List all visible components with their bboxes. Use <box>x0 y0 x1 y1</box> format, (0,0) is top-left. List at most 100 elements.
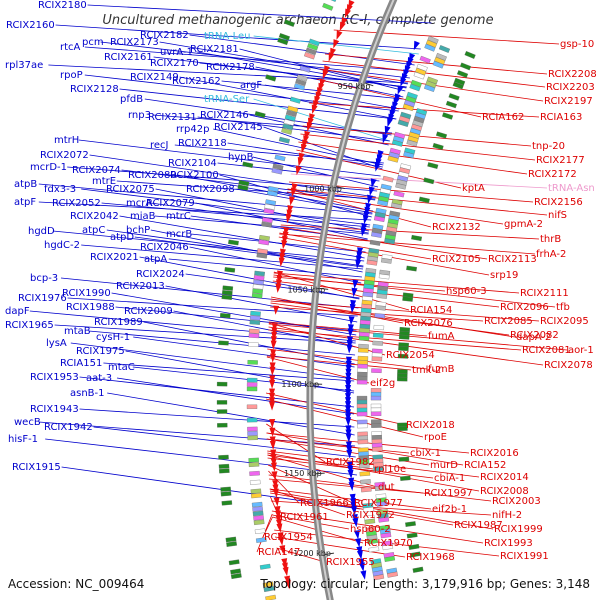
forward-gene-label: cysH-1 <box>96 332 130 343</box>
genome-backbone <box>306 0 398 600</box>
forward-gene-label: mtrH <box>54 135 79 146</box>
forward-gene-label: RCIX2161 <box>104 52 153 63</box>
gene-block <box>246 404 258 409</box>
gene-block <box>406 91 418 100</box>
gene-block <box>376 501 388 507</box>
forward-gene-arrow <box>347 469 354 479</box>
forward-gene-label: RCIX1988 <box>66 302 115 313</box>
gene-block <box>397 119 409 127</box>
gene-block <box>409 83 421 92</box>
forward-label-connector <box>132 366 355 392</box>
gene-block <box>405 95 417 104</box>
forward-gene-label: rnp3 <box>128 110 151 121</box>
reverse-gene-label: RCIX2203 <box>546 82 595 93</box>
rna-marker <box>219 313 231 319</box>
rna-marker <box>408 543 420 550</box>
gene-block <box>267 185 279 193</box>
reverse-label-connector <box>273 271 410 311</box>
gene-block <box>295 78 307 86</box>
reverse-gene-label: RCIX1970 <box>364 538 413 549</box>
gene-block <box>249 470 260 476</box>
reverse-gene-arrow <box>278 257 285 267</box>
gene-block <box>289 96 301 104</box>
reverse-gene-label: RCIX1982 <box>326 457 375 468</box>
reverse-gene-label: gsp-10 <box>560 39 594 50</box>
reverse-label-connector <box>270 500 492 516</box>
forward-label-connector <box>179 76 397 120</box>
rna-marker <box>411 234 423 242</box>
forward-label-connector <box>87 4 432 24</box>
rna-marker <box>398 346 409 352</box>
forward-gene-arrow <box>356 550 363 560</box>
reverse-label-connector <box>268 323 568 351</box>
forward-gene-arrow <box>350 505 357 516</box>
rna-marker <box>406 265 417 272</box>
rna-marker <box>397 353 409 359</box>
forward-gene-label: bcp-3 <box>30 273 58 284</box>
gene-block <box>387 571 398 578</box>
reverse-label-connector <box>272 514 350 530</box>
gene-block <box>415 67 427 76</box>
forward-label-connector <box>199 62 407 88</box>
rna-marker <box>219 468 230 474</box>
forward-gene-label: fdx3-3 <box>44 184 76 195</box>
reverse-gene-label: RCIX2018 <box>406 420 455 431</box>
gene-block <box>372 348 383 354</box>
reverse-gene-label: RCIX2016 <box>470 448 519 459</box>
reverse-gene-arrow <box>269 366 276 376</box>
forward-label-connector <box>61 466 361 510</box>
forward-gene-arrow <box>374 162 381 172</box>
gene-block <box>356 407 368 413</box>
forward-gene-label: rrp42p <box>176 124 209 135</box>
forward-gene-label: dapF <box>5 306 30 317</box>
gene-block <box>371 435 382 440</box>
gene-block <box>322 2 334 11</box>
rna-marker <box>442 112 454 120</box>
gene-block <box>378 273 390 280</box>
gene-block <box>283 118 295 126</box>
reverse-gene-arrow <box>311 104 318 115</box>
reverse-gene-label: tRNA-Asn <box>548 183 595 194</box>
reverse-gene-label: RCIX1966 <box>300 498 349 509</box>
gene-block <box>357 439 369 445</box>
gene-block <box>378 516 390 523</box>
reverse-gene-label: fumB <box>428 364 455 375</box>
reverse-label-connector <box>309 102 540 118</box>
reverse-label-connector <box>266 356 370 384</box>
reverse-gene-label: RCIX1991 <box>500 551 549 562</box>
reverse-label-connector <box>273 276 446 292</box>
reverse-gene-arrow <box>285 213 292 224</box>
forward-gene-arrow <box>413 40 420 51</box>
gene-block <box>356 411 368 417</box>
reverse-gene-arrow <box>271 471 278 481</box>
gene-block <box>272 163 284 171</box>
gene-block <box>262 581 274 588</box>
reverse-label-connector <box>256 513 273 553</box>
reverse-gene-label: RCIX2113 <box>488 254 537 265</box>
forward-gene-label: atpD <box>110 232 134 243</box>
reverse-gene-label: RCIA163 <box>540 112 582 123</box>
backbone-highlight <box>309 0 395 600</box>
scale-tick-mark <box>319 287 329 290</box>
reverse-gene-arrow <box>297 156 304 167</box>
gene-block <box>371 356 383 362</box>
reverse-gene-label: RCIA147 <box>258 547 300 558</box>
gene-block <box>410 79 422 88</box>
gene-block <box>254 528 266 534</box>
forward-gene-label: aat-3 <box>86 373 112 384</box>
reverse-label-connector <box>300 133 536 161</box>
gene-block <box>284 114 296 122</box>
gene-block <box>357 375 368 381</box>
reverse-gene-arrow <box>284 579 291 590</box>
reverse-gene-label: RCIX1961 <box>280 512 329 523</box>
reverse-gene-label: RCIX2197 <box>544 96 593 107</box>
rna-marker <box>216 381 228 387</box>
forward-gene-arrow <box>345 433 352 443</box>
gene-block <box>382 544 394 551</box>
forward-gene-label: rpoP <box>60 70 83 81</box>
reverse-gene-label: dut <box>378 482 395 493</box>
forward-label-connector <box>125 350 355 394</box>
gene-block <box>373 215 385 223</box>
forward-label-connector <box>252 156 379 188</box>
forward-gene-label: RCIX2046 <box>140 242 189 253</box>
